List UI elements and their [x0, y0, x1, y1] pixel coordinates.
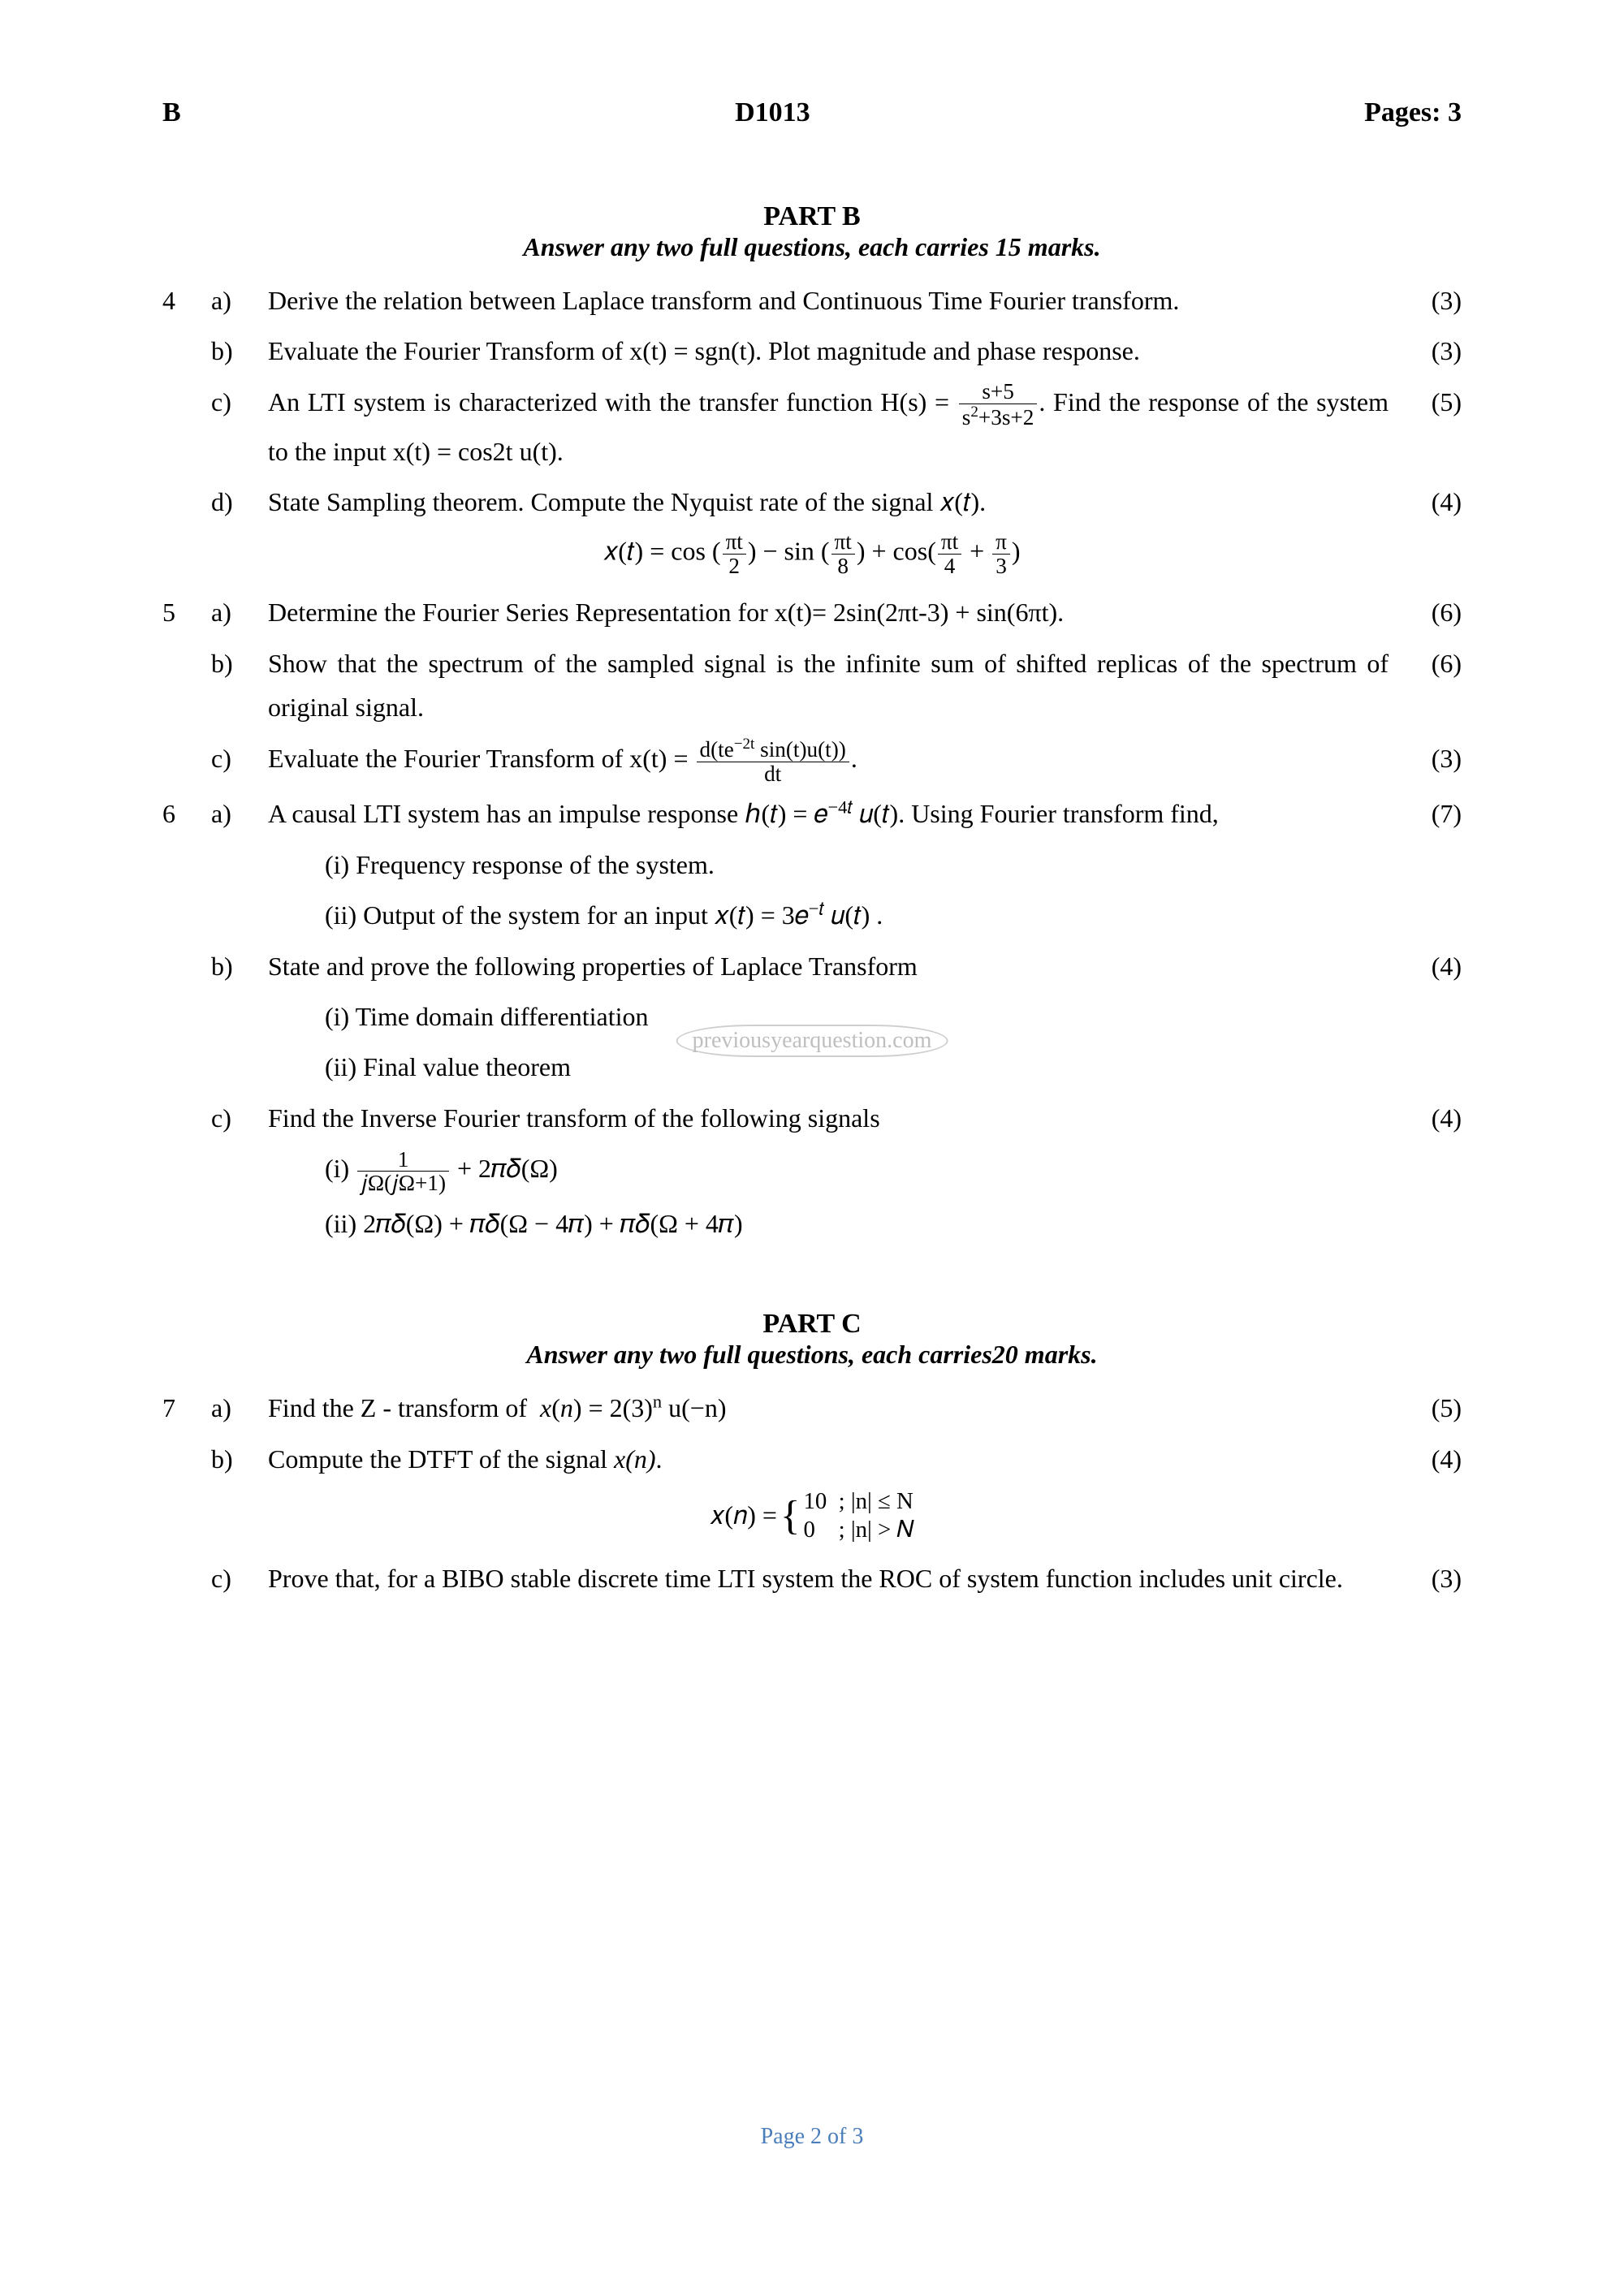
question-text: Prove that, for a BIBO stable discrete t… [268, 1556, 1389, 1600]
question-marks: (5) [1397, 380, 1462, 424]
question-subpart: a) [211, 278, 260, 322]
header-left: B [162, 97, 181, 128]
equation: 𝑥(𝑛) = {10 ; |n| ≤ N0 ; |n| > 𝑁 [162, 1487, 1462, 1543]
part-instruction: Answer any two full questions, each carr… [162, 1340, 1462, 1370]
question-marks: (3) [1397, 329, 1462, 373]
question-text: Evaluate the Fourier Transform of x(t) =… [268, 736, 1389, 786]
question-marks: (3) [1397, 1556, 1462, 1600]
question-marks: (3) [1397, 278, 1462, 322]
question-marks: (4) [1397, 1437, 1462, 1481]
question-text: A causal LTI system has an impulse respo… [268, 792, 1389, 835]
question-subpart: b) [211, 1437, 260, 1481]
question-marks: (6) [1397, 641, 1462, 685]
question-number: 4 [162, 278, 203, 322]
watermark: previousyearquestion.com [676, 1025, 948, 1057]
question-subitem: (ii) 2𝜋𝛿(Ω) + 𝜋𝛿(Ω − 4𝜋) + 𝜋𝛿(Ω + 4𝜋) [162, 1202, 1462, 1245]
question-row: c)An LTI system is characterized with th… [162, 380, 1462, 473]
question-row: d)State Sampling theorem. Compute the Ny… [162, 480, 1462, 524]
question-marks: (6) [1397, 590, 1462, 634]
question-subitem: (i) Frequency response of the system. [162, 843, 1462, 887]
question-subpart: c) [211, 1556, 260, 1600]
question-row: 5a)Determine the Fourier Series Represen… [162, 590, 1462, 634]
question-subpart: a) [211, 1386, 260, 1430]
part-instruction: Answer any two full questions, each carr… [162, 232, 1462, 262]
question-row: b)State and prove the following properti… [162, 944, 1462, 988]
question-text: State Sampling theorem. Compute the Nyqu… [268, 480, 1389, 524]
question-row: c)Prove that, for a BIBO stable discrete… [162, 1556, 1462, 1600]
question-row: c)Find the Inverse Fourier transform of … [162, 1096, 1462, 1140]
question-subpart: b) [211, 641, 260, 685]
question-row: c)Evaluate the Fourier Transform of x(t)… [162, 736, 1462, 786]
part-title: PART C [162, 1309, 1462, 1340]
question-subpart: b) [211, 944, 260, 988]
equation: 𝑥(𝑡) = cos (πt2) − sin (πt8) + cos(πt4 +… [162, 530, 1462, 577]
question-subpart: a) [211, 590, 260, 634]
page-footer: Page 2 of 3 [0, 2124, 1624, 2150]
question-subpart: c) [211, 736, 260, 780]
question-text: Evaluate the Fourier Transform of x(t) =… [268, 329, 1389, 373]
question-row: b)Evaluate the Fourier Transform of x(t)… [162, 329, 1462, 373]
part-title: PART B [162, 201, 1462, 232]
question-text: Show that the spectrum of the sampled si… [268, 641, 1389, 730]
question-row: b)Compute the DTFT of the signal x(n).(4… [162, 1437, 1462, 1481]
question-number: 5 [162, 590, 203, 634]
page-header: B D1013 Pages: 3 [162, 97, 1462, 128]
question-subpart: d) [211, 480, 260, 524]
question-marks: (4) [1397, 944, 1462, 988]
question-row: 7a)Find the Z - transform of x(n) = 2(3)… [162, 1386, 1462, 1430]
question-subpart: a) [211, 792, 260, 835]
question-number: 6 [162, 792, 203, 835]
question-text: Determine the Fourier Series Representat… [268, 590, 1389, 634]
question-text: State and prove the following properties… [268, 944, 1389, 988]
question-marks: (7) [1397, 792, 1462, 835]
question-text: Find the Inverse Fourier transform of th… [268, 1096, 1389, 1140]
question-text: Compute the DTFT of the signal x(n). [268, 1437, 1389, 1481]
question-subpart: c) [211, 1096, 260, 1140]
question-marks: (3) [1397, 736, 1462, 780]
question-marks: (4) [1397, 480, 1462, 524]
question-marks: (4) [1397, 1096, 1462, 1140]
question-row: b)Show that the spectrum of the sampled … [162, 641, 1462, 730]
question-text: An LTI system is characterized with the … [268, 380, 1389, 473]
question-marks: (5) [1397, 1386, 1462, 1430]
question-subitem: (i) 1𝑗Ω(𝑗Ω+1) + 2𝜋𝛿(Ω) [162, 1146, 1462, 1195]
header-center: D1013 [735, 97, 810, 128]
question-subpart: b) [211, 329, 260, 373]
content-body: PART BAnswer any two full questions, eac… [162, 201, 1462, 1647]
question-text: Derive the relation between Laplace tran… [268, 278, 1389, 322]
question-subitem: (ii) Output of the system for an input 𝑥… [162, 893, 1462, 937]
question-subpart: c) [211, 380, 260, 424]
question-text: Find the Z - transform of x(n) = 2(3)n u… [268, 1386, 1389, 1430]
question-row: 4a)Derive the relation between Laplace t… [162, 278, 1462, 322]
question-number: 7 [162, 1386, 203, 1430]
header-right: Pages: 3 [1364, 97, 1462, 128]
question-row: 6a)A causal LTI system has an impulse re… [162, 792, 1462, 835]
